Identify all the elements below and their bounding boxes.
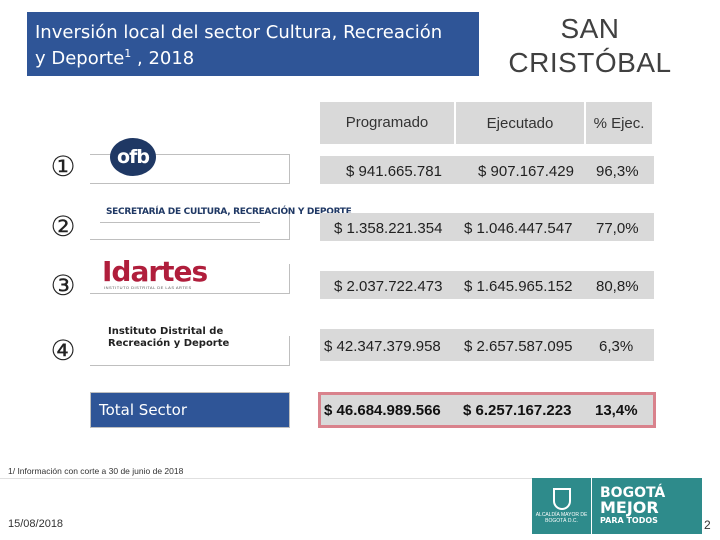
number-1-icon: ① [50, 151, 76, 182]
cell-pct: 96,3% [596, 162, 639, 180]
total-sector-label: Total Sector [90, 392, 290, 428]
total-row-highlight [318, 392, 656, 428]
crest-icon: ALCALDÍA MAYOR DE BOGOTÁ D.C. [532, 478, 592, 534]
bogota-mejor-logo: ALCALDÍA MAYOR DE BOGOTÁ D.C. BOGOTÁ MEJ… [532, 478, 702, 534]
column-header-ejecutado: Ejecutado [456, 102, 586, 144]
scrd-logo: SECRETARÍA DE CULTURA, RECREACIÓN Y DEPO… [106, 207, 352, 217]
cell-ejecutado: $ 2.657.587.095 [464, 337, 573, 355]
number-4-icon: ④ [50, 335, 76, 366]
cell-programado: $ 42.347.379.958 [324, 337, 441, 355]
number-3-icon: ③ [50, 270, 76, 301]
crest-text: ALCALDÍA MAYOR DE BOGOTÁ D.C. [535, 512, 588, 524]
total-programado: $ 46.684.989.566 [324, 401, 441, 419]
table-row [320, 271, 654, 301]
table-row [320, 156, 654, 186]
cell-pct: 6,3% [599, 337, 634, 355]
title-line-2: y Deporte1 , 2018 [35, 47, 195, 69]
column-header-pct: % Ejec. [586, 102, 654, 144]
cell-programado: $ 1.358.221.354 [334, 219, 443, 237]
number-2-icon: ② [50, 211, 76, 242]
cell-programado: $ 2.037.722.473 [334, 277, 443, 295]
cell-ejecutado: $ 1.645.965.152 [464, 277, 573, 295]
entity-box-idrd [90, 336, 290, 366]
divider [100, 222, 260, 223]
cell-ejecutado: $ 907.167.429 [478, 162, 574, 180]
slide-date: 15/08/2018 [8, 518, 64, 530]
table-row [320, 329, 654, 363]
idartes-subtitle: INSTITUTO DISTRITAL DE LAS ARTES [104, 285, 192, 290]
cell-pct: 80,8% [596, 277, 639, 295]
cell-programado: $ 941.665.781 [346, 162, 442, 180]
cell-pct: 77,0% [596, 219, 639, 237]
footer-divider [0, 478, 700, 479]
footnote-marker: 1 [124, 47, 132, 60]
ofb-logo: ofb [110, 138, 156, 176]
bogota-text: BOGOTÁ MEJOR PARA TODOS [600, 485, 666, 525]
page-number: 2 [704, 518, 711, 532]
entity-box-idartes [90, 264, 290, 294]
column-header-programado: Programado [320, 102, 456, 144]
table-row [320, 213, 654, 243]
idartes-logo: Idartes [102, 255, 208, 288]
slide-title: Inversión local del sector Cultura, Recr… [27, 12, 479, 76]
title-line-1: Inversión local del sector Cultura, Recr… [35, 22, 443, 43]
entity-box-scrd [90, 210, 290, 240]
idrd-logo: Instituto Distrital de Recreación y Depo… [108, 326, 230, 349]
total-ejecutado: $ 6.257.167.223 [463, 401, 572, 419]
total-pct: 13,4% [595, 401, 638, 419]
cell-ejecutado: $ 1.046.447.547 [464, 219, 573, 237]
locality-name: SAN CRISTÓBAL [508, 13, 672, 78]
footnote: 1/ Información con corte a 30 de junio d… [8, 466, 184, 476]
